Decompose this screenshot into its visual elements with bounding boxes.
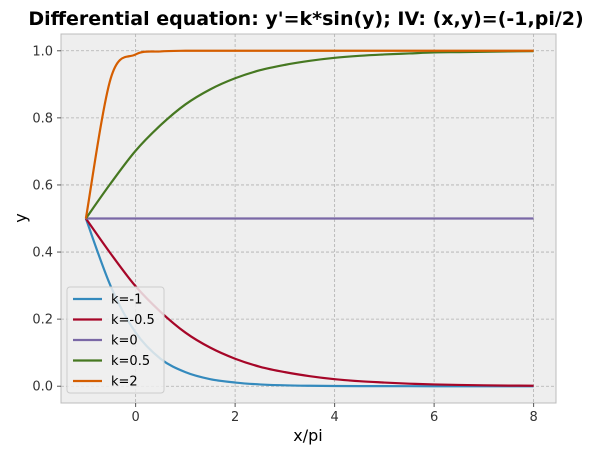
x-tick-label: 0 xyxy=(131,410,139,425)
y-tick-label: 0.6 xyxy=(32,178,53,193)
chart-title: Differential equation: y'=k*sin(y); IV: … xyxy=(28,8,583,30)
x-tick-label: 2 xyxy=(231,410,239,425)
y-axis-ticks: 0.0 0.2 0.4 0.6 0.8 1.0 xyxy=(32,44,61,395)
legend-entry: k=2 xyxy=(111,375,138,390)
x-axis-label: x/pi xyxy=(293,426,322,445)
y-tick-label: 0.4 xyxy=(32,246,53,261)
legend-entry: k=-0.5 xyxy=(111,313,155,328)
legend-entry: k=0 xyxy=(111,334,138,349)
x-tick-label: 8 xyxy=(529,410,537,425)
legend-entry: k=0.5 xyxy=(111,354,150,369)
legend: k=-1 k=-0.5 k=0 k=0.5 k=2 xyxy=(66,286,165,394)
x-axis-ticks: 0 2 4 6 8 xyxy=(131,403,538,425)
x-tick-label: 4 xyxy=(330,410,338,425)
y-axis-label: y xyxy=(11,213,30,222)
series-line-k-k-0-5 xyxy=(84,50,534,220)
y-tick-label: 1.0 xyxy=(32,44,53,59)
y-tick-label: 0.0 xyxy=(32,380,53,395)
series-line-k-k-2 xyxy=(84,49,534,219)
x-tick-label: 6 xyxy=(430,410,438,425)
legend-box xyxy=(66,286,165,394)
y-tick-label: 0.8 xyxy=(32,111,53,126)
y-tick-label: 0.2 xyxy=(32,313,53,328)
legend-entry: k=-1 xyxy=(111,293,142,308)
